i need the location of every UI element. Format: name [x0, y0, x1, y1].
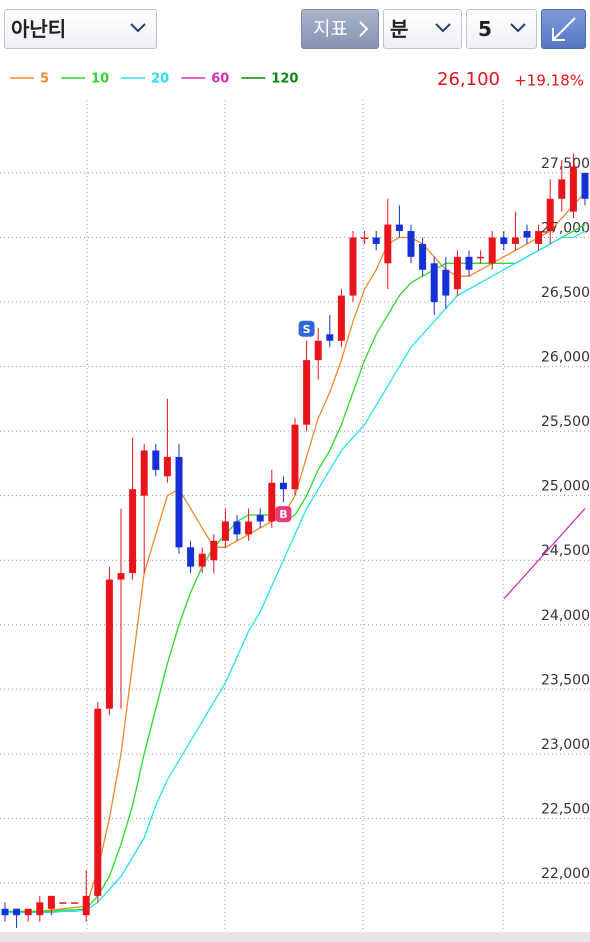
candle-body	[465, 256, 473, 270]
period-label: 분	[390, 17, 409, 41]
candle-body	[198, 553, 206, 567]
y-tick-label: 22,000	[541, 866, 590, 882]
period-select[interactable]: 분	[383, 9, 462, 49]
candle-body	[245, 521, 253, 535]
signal-label: B	[279, 508, 287, 521]
candle-body	[511, 237, 519, 244]
change: +19.18%	[514, 72, 584, 90]
candle-body	[279, 482, 287, 490]
candle-body	[349, 237, 357, 296]
expand-button[interactable]	[541, 9, 586, 49]
y-tick-label: 22,500	[541, 801, 590, 817]
candle-body	[82, 895, 90, 916]
chevron	[510, 23, 526, 33]
candle-body	[569, 166, 577, 212]
legend-label: 10	[91, 72, 109, 87]
signal-marker	[275, 506, 292, 523]
candle-body	[500, 237, 508, 244]
candle-body	[1, 908, 9, 916]
bottom-bar	[0, 932, 590, 942]
candle-body	[94, 708, 102, 896]
y-tick-label: 27,000	[541, 220, 590, 236]
interval-select[interactable]: 5	[466, 9, 537, 49]
interval-label: 5	[478, 17, 492, 41]
candle-body	[361, 237, 369, 239]
indicator-button[interactable]: 지표	[301, 9, 379, 49]
chevron	[435, 23, 451, 33]
candle-body	[291, 424, 299, 490]
candle-body	[407, 231, 415, 257]
candle-body	[13, 908, 21, 916]
candle-body	[314, 340, 322, 361]
legend-label: 120	[271, 72, 298, 87]
ma-line	[503, 508, 586, 600]
candle-body	[210, 540, 218, 561]
y-tick-label: 25,000	[541, 479, 590, 495]
candle-body	[395, 224, 403, 232]
candle-body	[140, 450, 148, 496]
candle-body	[442, 269, 450, 296]
candle-body	[558, 179, 566, 199]
candle-body	[256, 515, 264, 522]
candle-body	[326, 334, 334, 341]
y-tick-label: 25,500	[541, 414, 590, 430]
expand-icon	[552, 17, 576, 41]
candle-body	[546, 198, 554, 232]
candle-body	[384, 224, 392, 264]
candle-body	[268, 482, 276, 522]
candle-body	[129, 489, 137, 574]
legend-label: 60	[211, 72, 229, 87]
signal-marker	[298, 320, 315, 337]
y-tick-label: 26,000	[541, 350, 590, 366]
candle-body	[523, 231, 531, 238]
chevron	[359, 21, 369, 37]
candle-body	[59, 902, 67, 904]
y-tick-label: 26,500	[541, 285, 590, 301]
y-tick-label: 23,500	[541, 672, 590, 688]
chevron	[130, 23, 146, 33]
y-tick-label: 27,500	[541, 156, 590, 172]
candle-body	[488, 237, 496, 264]
price: 26,100	[437, 69, 500, 90]
candle-body	[477, 256, 485, 259]
candle-body	[581, 172, 589, 199]
candle-body	[535, 231, 543, 244]
candle-body	[187, 547, 195, 567]
candle-body	[36, 902, 44, 916]
candle-body	[24, 908, 32, 916]
candle-body	[163, 456, 171, 477]
candle-body	[419, 243, 427, 270]
candle-body	[372, 237, 380, 244]
candle-body	[105, 579, 113, 709]
legend-label: 20	[151, 72, 169, 87]
y-tick-label: 24,500	[541, 543, 590, 559]
signal-label: S	[303, 323, 311, 336]
candle-body	[221, 521, 229, 541]
candle-body	[453, 256, 461, 290]
candle-body	[175, 456, 183, 548]
ma-line	[5, 230, 586, 914]
indicator-label: 지표	[313, 18, 348, 40]
y-tick-label: 24,000	[541, 608, 590, 624]
candle-body	[71, 902, 79, 904]
ma-line	[5, 224, 586, 912]
stock-select[interactable]: 아난티	[4, 9, 157, 49]
candle-body	[430, 263, 438, 303]
candle-body	[117, 573, 125, 580]
stock-name: 아난티	[11, 17, 67, 41]
legend-label: 5	[40, 72, 49, 87]
candle-body	[233, 521, 241, 535]
ma-line	[5, 191, 586, 912]
candle-body	[337, 295, 345, 341]
candle-body	[152, 450, 160, 470]
y-tick-label: 23,000	[541, 737, 590, 753]
candle-body	[303, 360, 311, 425]
candle-body	[47, 895, 55, 909]
